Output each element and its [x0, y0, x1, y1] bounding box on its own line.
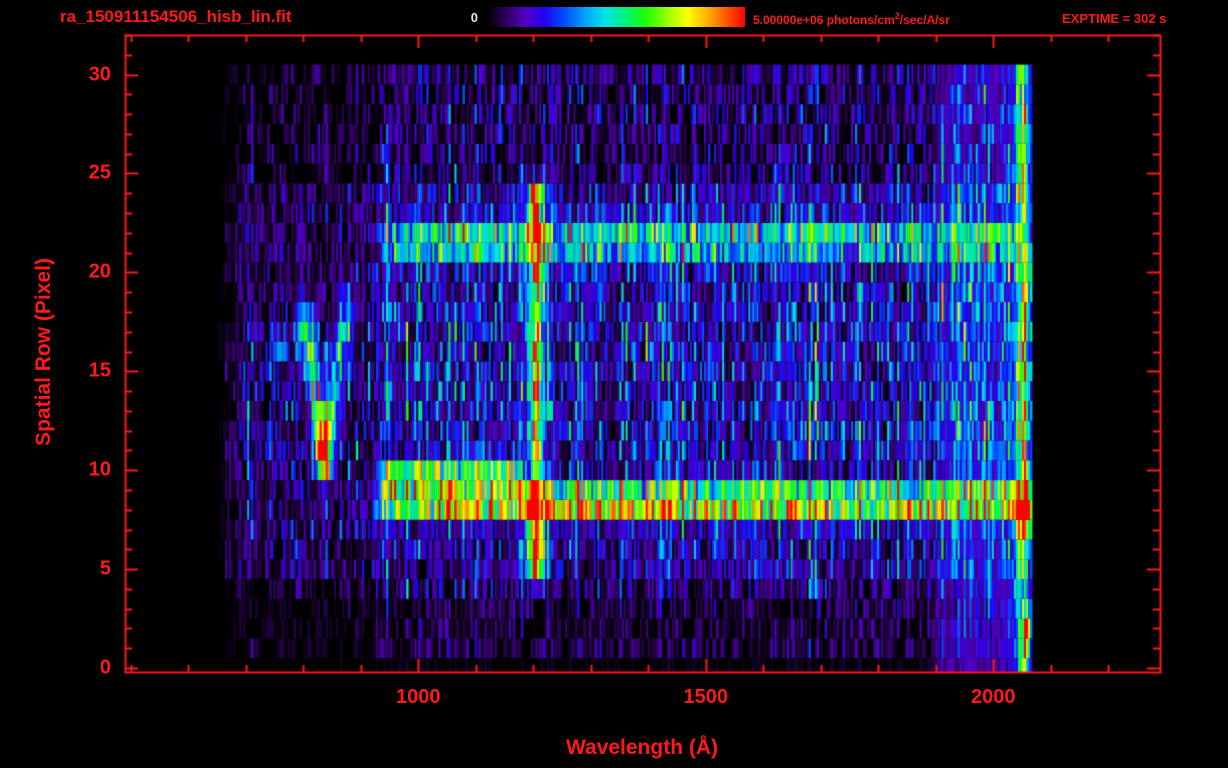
exptime-label: EXPTIME = 302 s [1062, 11, 1167, 26]
colorbar-min-label: 0 [470, 10, 478, 25]
y-tick-label: 0 [99, 656, 111, 679]
x-tick-label: 1500 [683, 686, 729, 708]
y-tick-label: 10 [88, 458, 111, 481]
y-tick-label: 25 [88, 161, 111, 184]
y-axis-title: Spatial Row (Pixel) [32, 258, 55, 446]
colorbar-max-suffix: /sec/A/sr [899, 13, 950, 27]
colorbar-max-superscript: 2 [894, 11, 900, 21]
x-tick-label: 2000 [971, 686, 1016, 708]
colorbar-max-prefix: 5.00000e+06 photons/cm [753, 13, 895, 27]
colorbar-max-label: 5.00000e+06 photons/cm2/sec/A/sr [753, 11, 950, 27]
filename-title: ra_150911154506_hisb_lin.fit [60, 7, 292, 26]
x-tick-label: 1000 [396, 686, 441, 708]
y-tick-label: 20 [88, 260, 111, 283]
y-tick-label: 5 [99, 557, 111, 580]
y-tick-label: 30 [88, 63, 111, 86]
colorbar [487, 7, 745, 27]
x-axis-title: Wavelength (Å) [565, 736, 719, 759]
y-tick-label: 15 [88, 359, 111, 382]
